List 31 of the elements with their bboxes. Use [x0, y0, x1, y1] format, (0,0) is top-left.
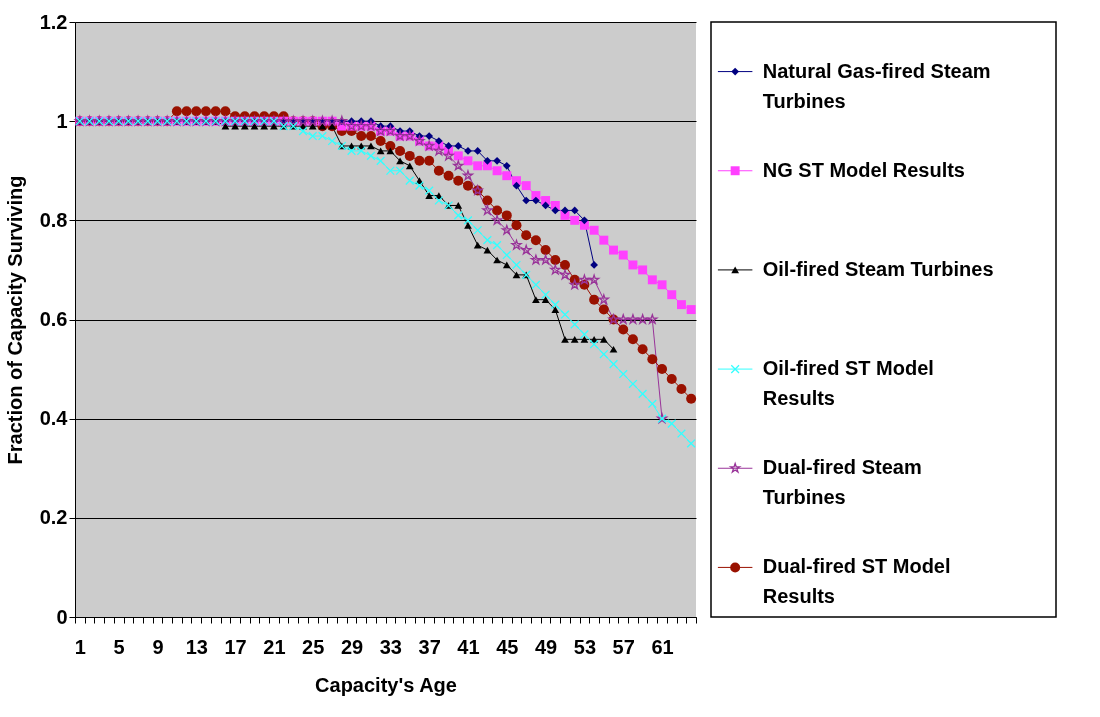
x-tick-label: 25 [302, 635, 325, 658]
y-tick-label: 1.2 [39, 10, 68, 33]
x-tick-label: 53 [573, 635, 597, 658]
y-axis-title: Fraction of Capacity Surviving [3, 175, 26, 465]
x-tick-label: 45 [496, 635, 519, 658]
legend-label: NG ST Model Results [762, 158, 965, 181]
y-tick-label: 0.6 [39, 308, 68, 330]
y-tick-label: 0.2 [39, 506, 68, 529]
x-tick-label: 29 [340, 635, 364, 658]
y-tick-label: 0 [56, 605, 68, 628]
legend-label: Oil-fired Steam Turbines [762, 257, 994, 280]
y-tick-label: 1 [56, 109, 68, 132]
x-tick-label: 9 [152, 635, 164, 658]
y-tick-label: 0.4 [39, 407, 69, 430]
x-tick-label: 33 [379, 635, 402, 658]
y-tick-label: 0.8 [39, 208, 68, 231]
x-tick-label: 21 [263, 635, 286, 658]
legend-label: Dual-fired Steam Turbines [762, 456, 922, 509]
x-tick-label: 17 [224, 635, 247, 658]
legend-label: Oil-fired ST Model Results [762, 357, 934, 410]
legend-label: Dual-fired ST Model Results [762, 555, 951, 608]
x-axis-title: Capacity's Age [315, 673, 457, 696]
x-tick-label: 13 [185, 635, 208, 658]
x-tick-label: 49 [534, 635, 558, 658]
x-tick-label: 5 [113, 635, 125, 658]
x-tick-label: 1 [74, 635, 86, 658]
x-tick-label: 41 [457, 635, 480, 658]
x-tick-label: 61 [651, 635, 674, 658]
x-tick-label: 37 [418, 635, 441, 658]
legend-label: Natural Gas-fired Steam Turbines [762, 59, 991, 112]
x-tick-label: 57 [612, 635, 635, 658]
